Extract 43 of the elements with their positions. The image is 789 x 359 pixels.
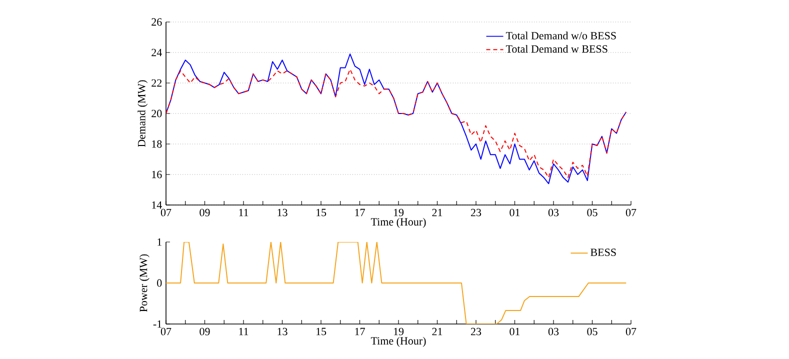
legend-label: Total Demand w BESS bbox=[506, 44, 608, 53]
x-tick-label: 09 bbox=[200, 208, 210, 216]
y-axis-title: Power (MW) bbox=[139, 254, 150, 312]
legend-label: Total Demand w/o BESS bbox=[506, 32, 616, 40]
y-tick-label: 24 bbox=[152, 48, 162, 56]
y-tick-label: 14 bbox=[152, 201, 162, 209]
x-tick-label: 19 bbox=[394, 328, 404, 336]
y-tick-label: 0 bbox=[157, 279, 162, 287]
x-tick-label: 03 bbox=[548, 208, 559, 216]
y-axis-title: Demand (MW) bbox=[138, 80, 148, 147]
x-tick-label: 11 bbox=[239, 328, 248, 336]
x-tick-label: 19 bbox=[394, 208, 404, 216]
x-tick-label: 11 bbox=[239, 208, 248, 216]
x-tick-label: 23 bbox=[470, 208, 482, 216]
x-tick-label: 13 bbox=[278, 208, 288, 216]
x-tick-label: 01 bbox=[510, 328, 520, 336]
x-axis-title: Time (Hour) bbox=[370, 336, 426, 347]
x-tick-label: 07 bbox=[160, 328, 172, 336]
x-tick-label: 21 bbox=[432, 328, 442, 336]
y-tick-label: 20 bbox=[152, 110, 162, 118]
x-tick-label: 01 bbox=[510, 208, 520, 216]
x-tick-label: 05 bbox=[587, 328, 598, 336]
x-tick-label: 07 bbox=[160, 208, 172, 216]
x-tick-label: 15 bbox=[316, 208, 326, 216]
x-tick-label: 17 bbox=[355, 208, 365, 216]
x-tick-label: 07 bbox=[626, 208, 636, 216]
x-tick-label: 05 bbox=[587, 208, 598, 216]
x-axis-title: Time (Hour) bbox=[370, 218, 426, 228]
y-tick-label: -1 bbox=[153, 320, 162, 328]
x-tick-label: 21 bbox=[432, 208, 442, 216]
x-tick-label: 03 bbox=[548, 328, 559, 336]
y-tick-label: 26 bbox=[152, 18, 162, 26]
x-tick-label: 13 bbox=[278, 328, 288, 336]
y-tick-label: 22 bbox=[152, 79, 162, 87]
x-tick-label: 23 bbox=[470, 328, 482, 336]
x-tick-label: 09 bbox=[200, 328, 210, 336]
x-tick-label: 07 bbox=[626, 328, 636, 336]
y-tick-label: 1 bbox=[158, 238, 162, 246]
x-tick-label: 17 bbox=[355, 328, 365, 336]
y-tick-label: 18 bbox=[152, 140, 162, 148]
x-tick-label: 15 bbox=[316, 328, 326, 336]
legend-label: BESS bbox=[590, 248, 616, 256]
y-tick-label: 16 bbox=[152, 170, 162, 178]
